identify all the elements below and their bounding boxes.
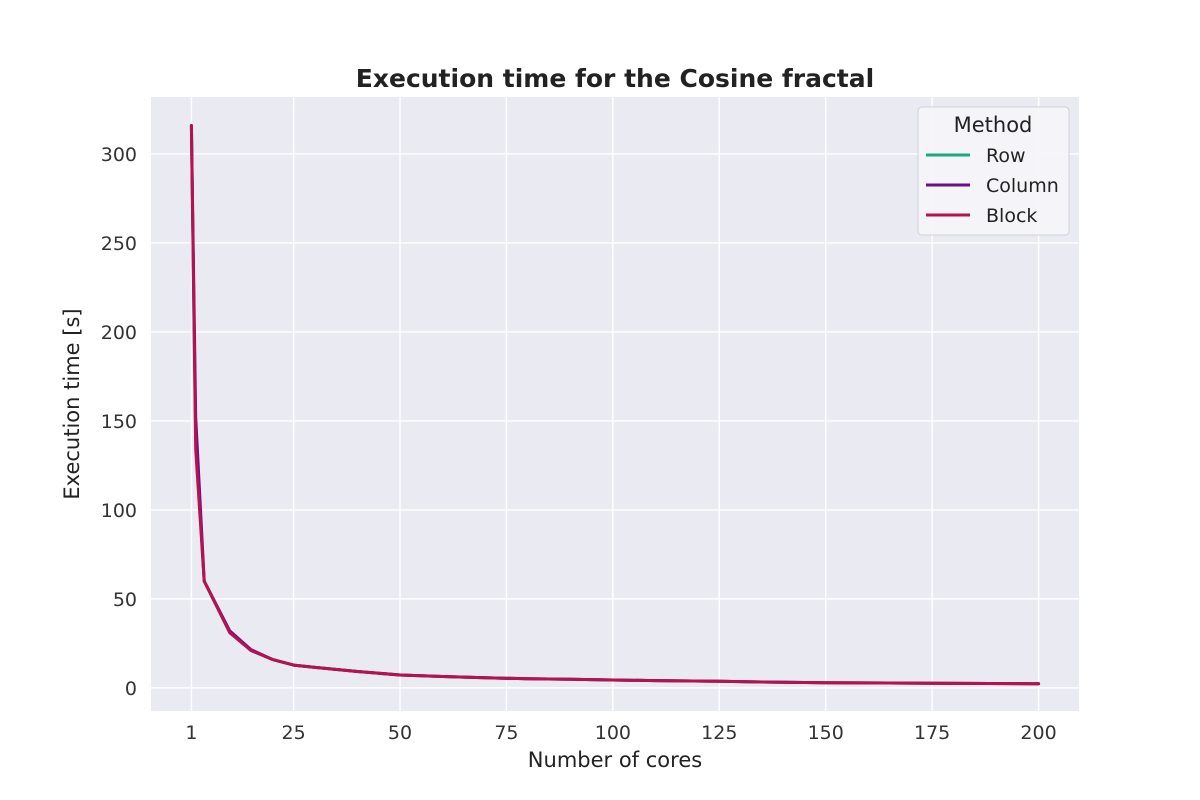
- y-tick-label: 50: [113, 589, 137, 611]
- x-tick-label: 175: [914, 722, 950, 744]
- y-axis-label: Execution time [s]: [60, 308, 84, 499]
- legend: Method Row Column Block: [917, 106, 1070, 236]
- x-tick-label: 50: [388, 722, 412, 744]
- x-tick-label: 75: [494, 722, 518, 744]
- y-tick-label: 200: [101, 322, 137, 344]
- y-tick-label: 150: [101, 411, 137, 433]
- x-axis-ticks: 1 25 50 75 100 125 150 175 200: [185, 722, 1056, 744]
- legend-label-row: Row: [986, 145, 1026, 167]
- x-tick-label: 100: [595, 722, 631, 744]
- y-tick-label: 0: [125, 678, 137, 700]
- legend-items: Row Column Block: [926, 145, 1059, 227]
- legend-label-block: Block: [986, 205, 1037, 227]
- x-tick-label: 1: [185, 722, 197, 744]
- x-tick-label: 200: [1020, 722, 1056, 744]
- legend-label-column: Column: [986, 175, 1059, 197]
- legend-box: [917, 106, 1070, 236]
- x-tick-label: 25: [282, 722, 306, 744]
- x-tick-label: 125: [701, 722, 737, 744]
- x-tick-label: 150: [808, 722, 844, 744]
- y-tick-label: 250: [101, 233, 137, 255]
- series-lines: [189, 124, 1041, 686]
- x-axis-label: Number of cores: [528, 748, 702, 772]
- y-axis-ticks: 0 50 100 150 200 250 300: [101, 144, 137, 700]
- series-line-block: [189, 124, 1041, 686]
- chart-title: Execution time for the Cosine fractal: [356, 64, 874, 93]
- y-tick-label: 100: [101, 500, 137, 522]
- y-tick-label: 300: [101, 144, 137, 166]
- legend-title: Method: [954, 113, 1033, 137]
